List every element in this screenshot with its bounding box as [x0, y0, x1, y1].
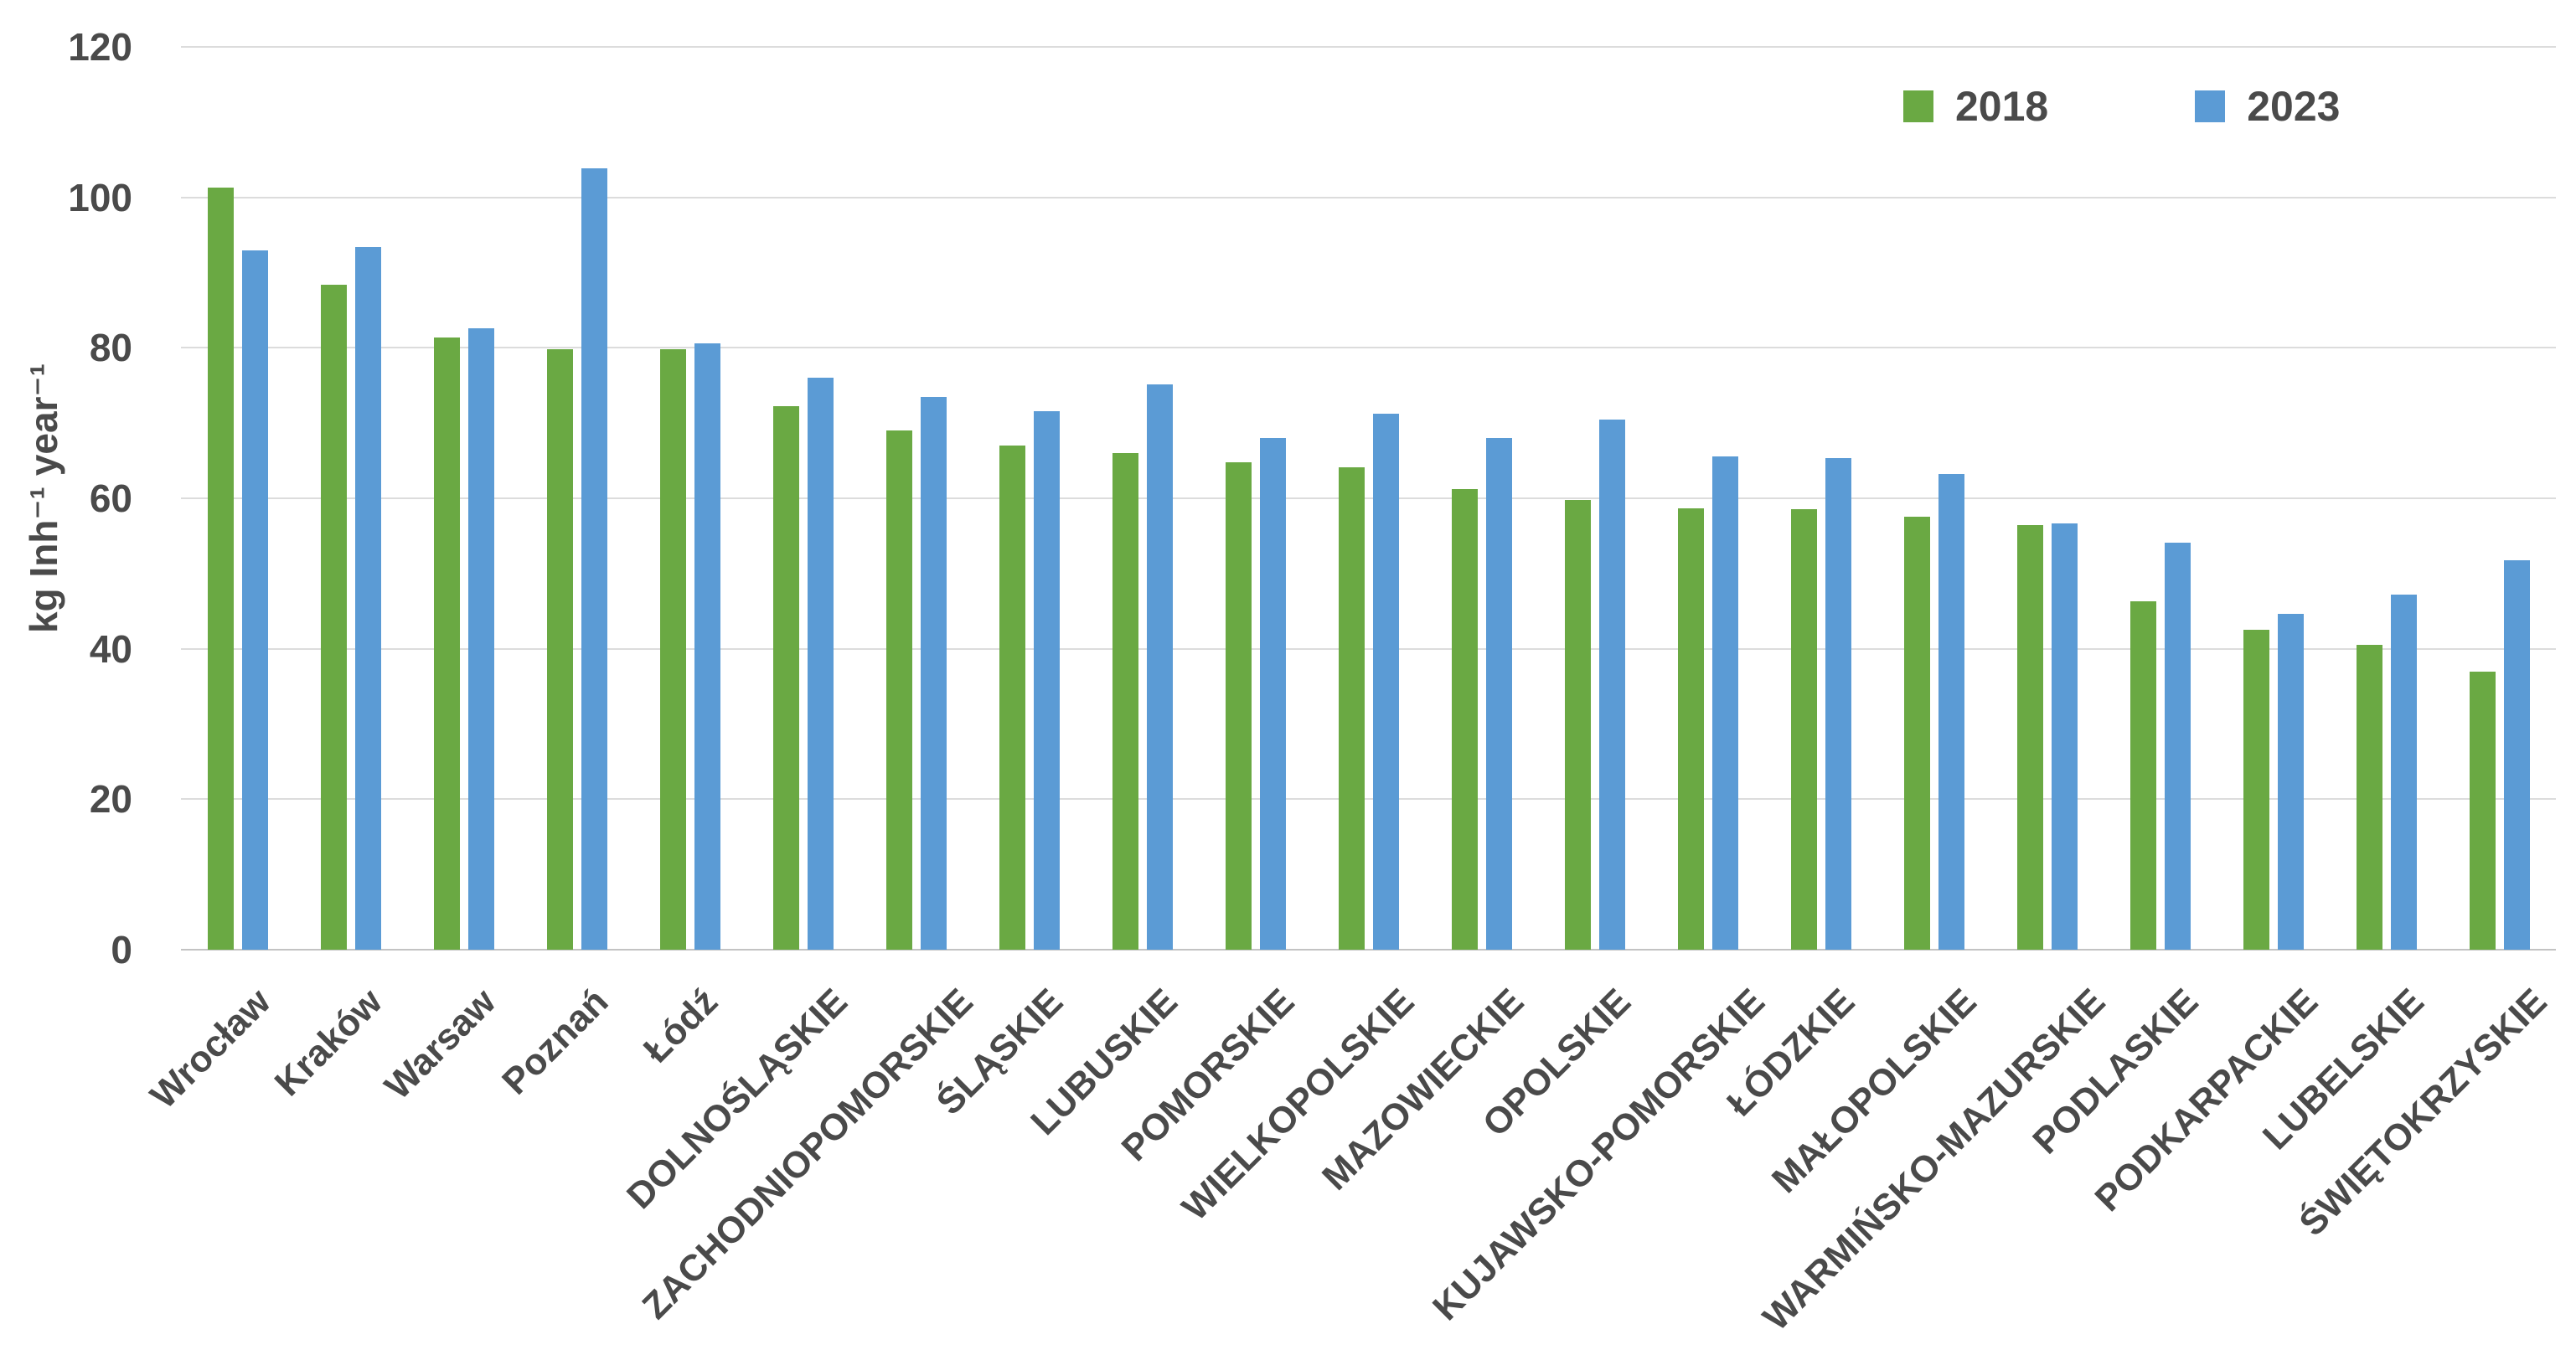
y-tick-label-40: 40 — [89, 626, 132, 671]
bar-2018-PODKARPACKIE — [2243, 630, 2269, 950]
bar-2018-MAZOWIECKIE — [1451, 489, 1478, 950]
gridline-100 — [181, 196, 2556, 198]
legend-label-2023: 2023 — [2247, 83, 2341, 130]
bar-group-Warsaw — [407, 47, 520, 950]
bar-group-PODLASKIE — [2104, 47, 2217, 950]
bar-2018-PODLASKIE — [2129, 601, 2156, 950]
legend-swatch-2018 — [1903, 90, 1933, 122]
bar-2023-Poznań — [581, 167, 607, 950]
y-tick-label-100: 100 — [68, 175, 132, 219]
bar-2018-WIELKOPOLSKIE — [1338, 467, 1365, 950]
plot-area — [181, 46, 2556, 951]
x-axis-labels: Wrocław Kraków Warsaw Poznań Łódź DOLNOŚLĄSKI… — [142, 950, 2556, 1350]
gridline-120 — [181, 46, 2556, 48]
bar-2018-DOLNOŚLĄSKIE — [772, 406, 799, 950]
legend-swatch-2023 — [2195, 90, 2226, 122]
bar-2018-ŚWIĘTOKRZYSKIE — [2469, 671, 2496, 950]
bar-group-LUBELSKIE — [2330, 47, 2443, 950]
bar-2018-ZACHODNIOPOMORSKIE — [885, 430, 912, 950]
bar-group-ŚWIĘTOKRZYSKIE — [2443, 47, 2556, 950]
bar-group-Poznań — [520, 47, 633, 950]
bar-2018-WARMIŃSKO-MAZURSKIE — [2016, 525, 2043, 950]
bar-group-WARMIŃSKO-MAZURSKIE — [1990, 47, 2104, 950]
gridline-60 — [181, 497, 2556, 499]
bar-2023-ŁÓDZKIE — [1825, 457, 1851, 950]
bar-2023-OPOLSKIE — [1598, 419, 1625, 950]
bar-2018-Poznań — [546, 349, 573, 950]
bar-2023-Kraków — [354, 246, 381, 950]
bar-2018-Kraków — [320, 284, 347, 950]
bar-2023-PODLASKIE — [2164, 543, 2191, 950]
legend: 2018 2023 — [1903, 85, 2340, 127]
bar-2018-MAŁOPOLSKIE — [1903, 516, 1930, 950]
bar-2023-PODKARPACKIE — [2277, 614, 2304, 950]
bar-2018-Wrocław — [207, 188, 234, 950]
bar-group-POMORSKIE — [1199, 47, 1312, 950]
bar-2023-DOLNOŚLĄSKIE — [807, 378, 834, 950]
gridline-20 — [181, 798, 2556, 801]
bar-group-WIELKOPOLSKIE — [1312, 47, 1425, 950]
y-tick-label-120: 120 — [68, 25, 132, 69]
bar-2023-POMORSKIE — [1259, 438, 1286, 950]
bar-group-LUBUSKIE — [1086, 47, 1199, 950]
bar-2018-POMORSKIE — [1225, 461, 1252, 950]
bar-2023-MAZOWIECKIE — [1485, 438, 1512, 950]
bar-2023-WIELKOPOLSKIE — [1372, 413, 1399, 950]
bar-group-OPOLSKIE — [1538, 47, 1651, 950]
legend-item-2018: 2018 — [1903, 85, 2048, 127]
bar-2023-LUBELSKIE — [2390, 595, 2417, 950]
bar-group-KUJAWSKO-POMORSKIE — [1651, 47, 1764, 950]
bar-group-Wrocław — [181, 47, 294, 950]
bar-2023-WARMIŃSKO-MAZURSKIE — [2051, 523, 2078, 950]
bar-series-container — [181, 47, 2556, 950]
bar-group-DOLNOŚLĄSKIE — [746, 47, 860, 950]
bar-2018-KUJAWSKO-POMORSKIE — [1677, 508, 1704, 950]
bar-2018-LUBUSKIE — [1112, 453, 1138, 950]
bar-2023-ŚLĄSKIE — [1033, 410, 1060, 950]
bar-group-ZACHODNIOPOMORSKIE — [860, 47, 973, 950]
bar-group-MAŁOPOLSKIE — [1877, 47, 1990, 950]
bar-2018-Łódź — [659, 349, 686, 950]
bar-2018-LUBELSKIE — [2356, 645, 2382, 950]
bar-2018-ŚLĄSKIE — [999, 446, 1025, 950]
bar-2018-OPOLSKIE — [1564, 499, 1591, 950]
bar-group-Kraków — [294, 47, 407, 950]
x-axis-label-ŚWIĘTOKRZYSKIE: ŚWIĘTOKRZYSKIE — [2290, 981, 2555, 1244]
bar-group-PODKARPACKIE — [2217, 47, 2330, 950]
y-tick-label-80: 80 — [89, 326, 132, 370]
gridline-40 — [181, 647, 2556, 650]
bar-2023-ŚWIĘTOKRZYSKIE — [2503, 559, 2530, 950]
legend-label-2018: 2018 — [1955, 83, 2049, 130]
bar-2023-Warsaw — [467, 327, 494, 950]
bar-2023-KUJAWSKO-POMORSKIE — [1711, 456, 1738, 950]
y-tick-label-60: 60 — [89, 477, 132, 520]
bar-2023-MAŁOPOLSKIE — [1938, 474, 1964, 950]
gridline-0 — [181, 949, 2556, 951]
gridline-80 — [181, 347, 2556, 349]
bar-group-ŚLĄSKIE — [973, 47, 1086, 950]
bar-group-MAZOWIECKIE — [1425, 47, 1538, 950]
y-axis-tick-labels: 0 20 40 60 80 100 120 — [0, 28, 156, 969]
y-tick-label-20: 20 — [89, 777, 132, 822]
y-tick-label-0: 0 — [111, 928, 132, 971]
bar-2018-Warsaw — [433, 337, 460, 950]
bar-2023-ZACHODNIOPOMORSKIE — [920, 396, 947, 950]
bar-group-Łódź — [633, 47, 746, 950]
bar-group-ŁÓDZKIE — [1764, 47, 1877, 950]
bar-2023-Wrocław — [241, 250, 268, 950]
bar-2018-ŁÓDZKIE — [1790, 508, 1817, 950]
bar-2023-LUBUSKIE — [1146, 384, 1173, 950]
bar-2023-Łódź — [694, 343, 720, 950]
legend-item-2023: 2023 — [2195, 85, 2340, 127]
